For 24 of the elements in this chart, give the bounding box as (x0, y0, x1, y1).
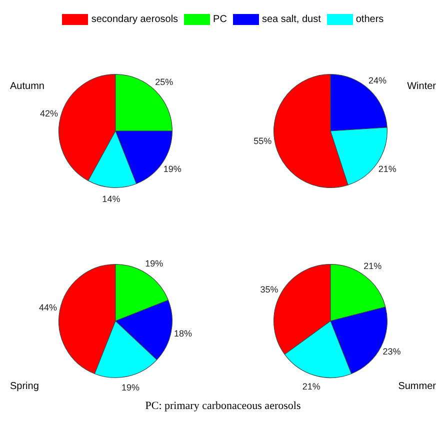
data-label: 19% (121, 382, 140, 393)
data-label: 21% (364, 261, 382, 272)
data-label: 14% (102, 194, 120, 204)
data-label: 21% (378, 164, 396, 174)
data-label: 24% (368, 75, 387, 86)
data-label: 42% (40, 108, 58, 118)
text: PC: primary carbonaceous aerosols (144, 400, 302, 412)
data-label: 19% (163, 164, 182, 174)
data-label: 44% (39, 302, 58, 313)
data-label: 18% (174, 328, 192, 338)
data-label: 25% (155, 76, 174, 87)
data-label: 23% (382, 346, 401, 357)
text: Summer (398, 381, 436, 392)
data-label: 55% (254, 136, 272, 146)
legend-label: sea salt, dust (262, 14, 321, 25)
legend-label: others (356, 14, 384, 25)
data-label: 35% (260, 284, 278, 294)
legend-label: secondary aerosols (91, 14, 178, 25)
data-label: 21% (302, 381, 320, 392)
data-label: 19% (145, 258, 164, 269)
text: Spring (10, 381, 39, 392)
legend-label: PC (213, 14, 227, 25)
text: Winter (407, 81, 436, 92)
text: Autumn (10, 81, 44, 92)
